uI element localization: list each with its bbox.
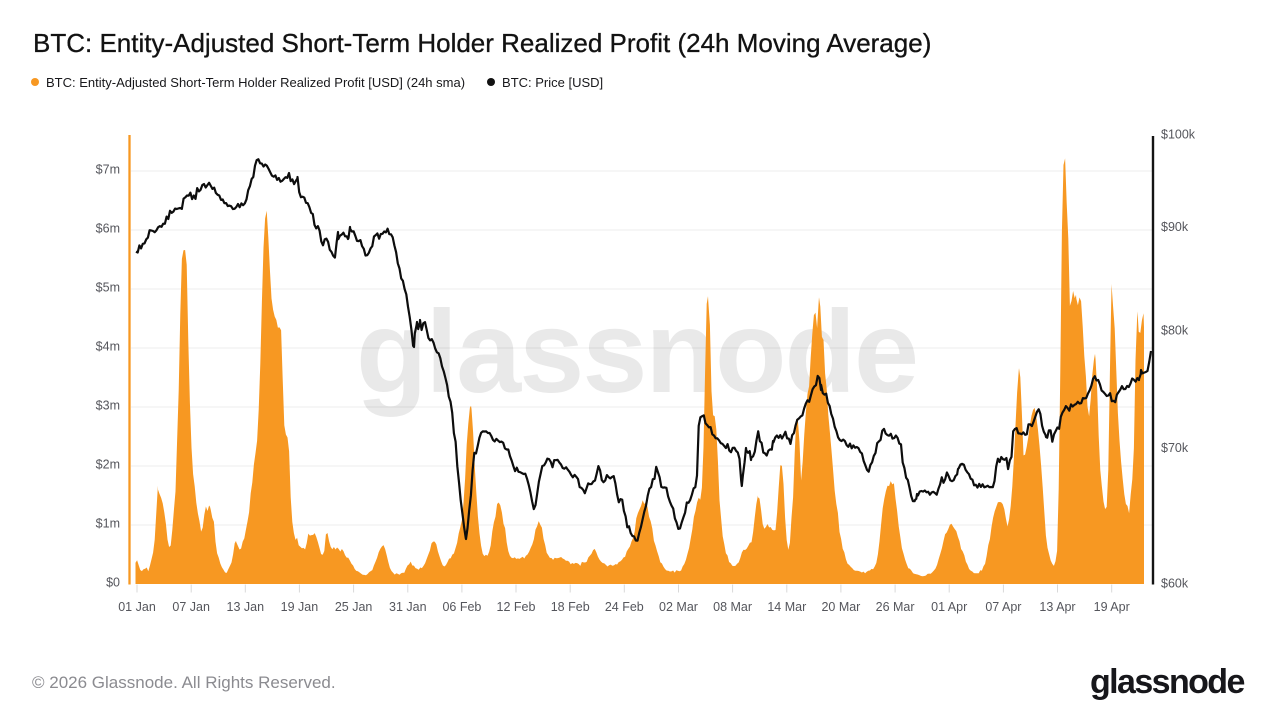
svg-text:$100k: $100k — [1161, 128, 1196, 142]
svg-text:13 Apr: 13 Apr — [1039, 600, 1075, 614]
svg-text:glassnode: glassnode — [356, 286, 917, 417]
svg-text:06 Feb: 06 Feb — [442, 600, 481, 614]
svg-text:14 Mar: 14 Mar — [767, 600, 806, 614]
svg-text:01 Jan: 01 Jan — [118, 600, 156, 614]
svg-text:$80k: $80k — [1161, 324, 1189, 338]
svg-text:$7m: $7m — [96, 163, 120, 177]
svg-text:$60k: $60k — [1161, 577, 1189, 591]
svg-text:18 Feb: 18 Feb — [551, 600, 590, 614]
svg-text:07 Jan: 07 Jan — [172, 600, 210, 614]
svg-text:19 Apr: 19 Apr — [1094, 600, 1130, 614]
svg-text:$1m: $1m — [96, 517, 120, 531]
svg-text:31 Jan: 31 Jan — [389, 600, 427, 614]
svg-text:$6m: $6m — [96, 222, 120, 236]
svg-text:02 Mar: 02 Mar — [659, 600, 698, 614]
svg-text:25 Jan: 25 Jan — [335, 600, 373, 614]
svg-text:24 Feb: 24 Feb — [605, 600, 644, 614]
svg-text:$2m: $2m — [96, 458, 120, 472]
svg-text:07 Apr: 07 Apr — [985, 600, 1021, 614]
svg-text:$4m: $4m — [96, 340, 120, 354]
svg-text:$90k: $90k — [1161, 220, 1189, 234]
svg-text:08 Mar: 08 Mar — [713, 600, 752, 614]
svg-text:$5m: $5m — [96, 281, 120, 295]
svg-text:$0: $0 — [106, 576, 120, 590]
svg-text:20 Mar: 20 Mar — [821, 600, 860, 614]
svg-text:01 Apr: 01 Apr — [931, 600, 967, 614]
svg-text:13 Jan: 13 Jan — [227, 600, 265, 614]
svg-text:12 Feb: 12 Feb — [497, 600, 536, 614]
svg-text:$70k: $70k — [1161, 441, 1189, 455]
svg-text:26 Mar: 26 Mar — [876, 600, 915, 614]
svg-text:$3m: $3m — [96, 399, 120, 413]
svg-text:19 Jan: 19 Jan — [281, 600, 319, 614]
